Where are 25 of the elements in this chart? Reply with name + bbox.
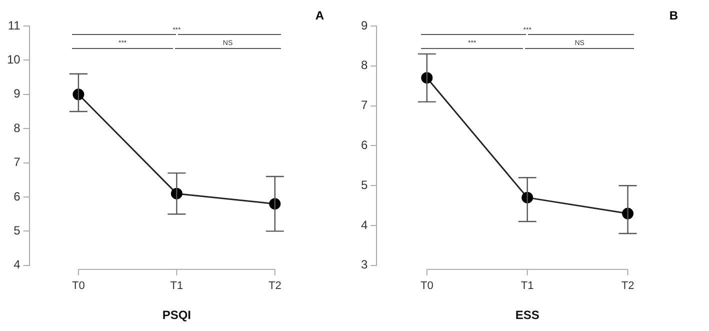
text: B <box>669 8 678 22</box>
y-tick-label: 8 <box>360 58 368 72</box>
x-tick-label: T1 <box>520 280 534 292</box>
y-tick-label: 9 <box>14 86 21 101</box>
x-tick-label: T0 <box>72 280 85 292</box>
y-tick-label: 4 <box>14 258 21 272</box>
y-tick-label: 3 <box>360 258 368 272</box>
y-tick-label: 5 <box>360 178 368 192</box>
x-axis-title: ESS <box>515 308 540 322</box>
x-tick-label: T0 <box>420 280 434 292</box>
y-tick-label: 9 <box>360 18 368 32</box>
x-axis-title: PSQI <box>162 308 192 322</box>
y-tick-label: 5 <box>14 224 21 238</box>
y-tick-label: 8 <box>14 120 21 135</box>
y-tick-label: 6 <box>360 138 368 152</box>
y-tick-label: 11 <box>8 18 21 32</box>
x-tick-label: T2 <box>268 280 282 292</box>
x-tick-label: T2 <box>621 280 634 292</box>
y-tick-label: 10 <box>6 52 21 67</box>
y-tick-label: 4 <box>360 218 368 232</box>
y-tick-label: 6 <box>14 189 21 204</box>
x-tick-label: T1 <box>170 280 184 292</box>
y-tick-label: 7 <box>14 155 21 170</box>
text: A <box>315 8 324 22</box>
y-tick-label: 7 <box>360 98 368 112</box>
